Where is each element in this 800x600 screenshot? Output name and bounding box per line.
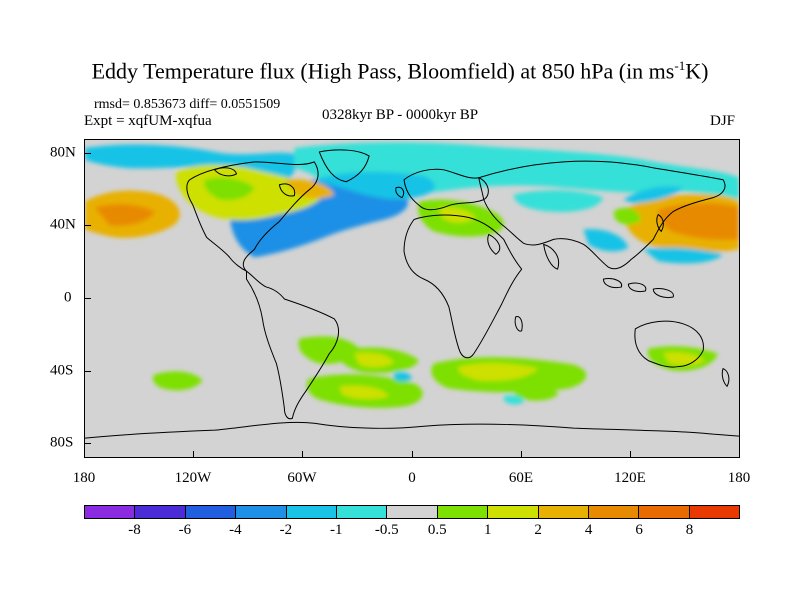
coastlines — [85, 149, 739, 439]
y-tick — [84, 225, 91, 226]
colorbar-label: -8 — [128, 522, 141, 538]
y-tick-label: 80S — [50, 434, 74, 451]
colorbar-label: 2 — [534, 522, 542, 538]
x-tick — [630, 451, 631, 458]
x-tick — [302, 451, 303, 458]
colorbar-label: 0.5 — [427, 522, 447, 538]
x-tick-label: 0 — [408, 470, 416, 486]
colorbar-swatch — [135, 506, 186, 518]
colorbar-swatch — [185, 506, 237, 518]
x-tick — [412, 451, 413, 458]
colorbar-label: -4 — [229, 522, 242, 538]
x-tick-label: 180 — [72, 470, 96, 486]
period-label: 0328kyr BP - 0000kyr BP — [322, 107, 479, 123]
colorbar-label: 8 — [685, 522, 694, 538]
colorbar-swatch — [286, 506, 337, 518]
colorbar-swatch — [488, 506, 539, 518]
title-text: Eddy Temperature flux (High Pass, Bloomf… — [91, 58, 675, 84]
x-tick — [84, 451, 85, 458]
colorbar-label: 6 — [635, 522, 643, 538]
y-tick — [84, 371, 91, 372]
x-tick-label: 180 — [727, 470, 751, 486]
map-title: Eddy Temperature flux (High Pass, Bloomf… — [0, 58, 800, 84]
experiment-label: Expt = xqfUM-xqfua — [84, 113, 212, 129]
x-tick-label: 60W — [287, 470, 317, 486]
x-tick-label: 60E — [508, 470, 534, 486]
colorbar-swatch — [588, 506, 640, 518]
colorbar-swatch — [387, 506, 438, 518]
title-superscript: -1 — [674, 58, 686, 73]
colorbar-label: -1 — [330, 522, 343, 538]
x-tick-label: 120W — [174, 470, 212, 486]
map-panel — [84, 139, 740, 458]
y-tick — [84, 153, 91, 154]
x-tick-label: 120E — [614, 470, 646, 486]
colorbar-label: -2 — [279, 522, 293, 538]
colorbar-swatch — [689, 506, 740, 518]
y-tick — [84, 443, 91, 444]
y-tick-label: 40N — [50, 216, 76, 233]
y-tick-label: 80N — [50, 144, 76, 161]
colorbar-swatch — [437, 506, 489, 518]
colorbar — [84, 505, 740, 519]
stats-label: rmsd= 0.853673 diff= 0.0551509 — [94, 97, 281, 112]
y-tick — [84, 298, 91, 299]
season-label: DJF — [710, 113, 736, 129]
colorbar-swatch — [336, 506, 388, 518]
title-tail: K) — [685, 58, 709, 84]
colorbar-swatch — [236, 506, 287, 518]
colorbar-label: 4 — [584, 522, 593, 538]
x-tick — [739, 451, 740, 458]
y-tick-label: 40S — [50, 362, 74, 379]
colorbar-label: -0.5 — [374, 522, 399, 538]
x-tick — [521, 451, 522, 458]
colorbar-label: -6 — [178, 522, 192, 538]
contour-field — [85, 142, 739, 408]
colorbar-label: 1 — [483, 522, 492, 538]
x-tick — [193, 451, 194, 458]
colorbar-swatch — [639, 506, 690, 518]
y-tick-label: 0 — [64, 289, 72, 306]
colorbar-swatch — [85, 506, 136, 518]
colorbar-swatch — [538, 506, 589, 518]
